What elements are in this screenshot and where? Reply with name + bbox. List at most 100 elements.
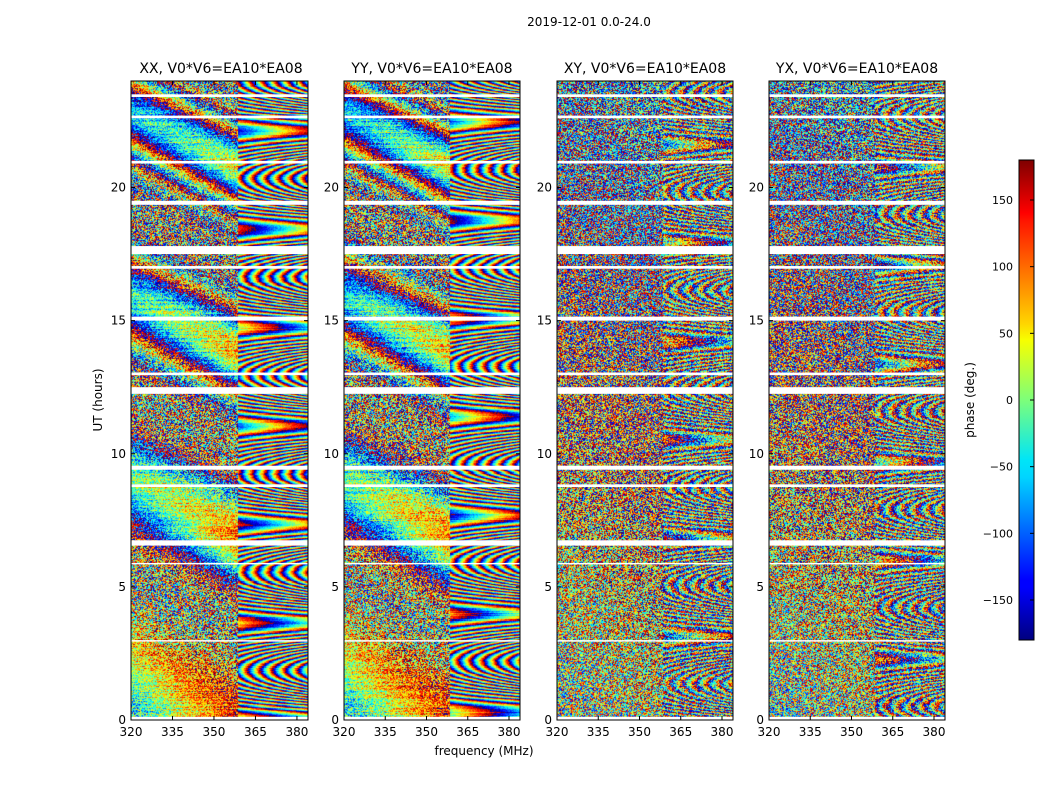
flag-gap bbox=[557, 562, 733, 565]
colorbar-tick-label: 0 bbox=[1006, 394, 1013, 407]
flag-gap bbox=[344, 115, 520, 119]
flag-gap bbox=[769, 484, 945, 488]
phase-heatmap-xx bbox=[131, 81, 308, 720]
y-ticks-yy: 0 5 10 15 20 bbox=[324, 181, 520, 727]
flag-gaps-xy bbox=[557, 94, 733, 720]
y-tick-label: 15 bbox=[749, 314, 764, 328]
x-ticks-xy: 320 335 350 365 380 bbox=[546, 81, 733, 739]
axes-frame-xx bbox=[130, 80, 309, 721]
flag-gap bbox=[769, 372, 945, 376]
y-tick-label: 5 bbox=[544, 580, 552, 594]
flag-gap bbox=[769, 640, 945, 642]
y-tick-label: 5 bbox=[118, 580, 126, 594]
x-tick-label: 320 bbox=[120, 725, 143, 739]
flag-gap bbox=[131, 387, 308, 394]
y-axis-label: UT (hours) bbox=[91, 368, 105, 431]
panel-yx: YX, V0*V6=EA10*EA08 320 335 350 365 380 0 5 10… bbox=[749, 61, 946, 739]
panel-title-yx: YX, V0*V6=EA10*EA08 bbox=[775, 61, 938, 77]
flag-gaps-yx bbox=[769, 94, 945, 720]
y-tick-label: 20 bbox=[324, 181, 339, 195]
panel-title-yy: YY, V0*V6=EA10*EA08 bbox=[350, 61, 512, 77]
x-tick-label: 350 bbox=[203, 725, 226, 739]
y-tick-label: 0 bbox=[756, 713, 764, 727]
x-tick-label: 320 bbox=[758, 725, 781, 739]
flag-gaps-yy bbox=[344, 94, 520, 720]
flag-gap bbox=[557, 246, 733, 255]
flag-gap bbox=[769, 716, 945, 720]
flag-gap bbox=[344, 484, 520, 488]
flag-gap bbox=[344, 372, 520, 376]
flag-gap bbox=[557, 716, 733, 720]
flag-gap bbox=[131, 465, 308, 470]
flag-gap bbox=[557, 640, 733, 642]
flag-gap bbox=[344, 94, 520, 97]
flag-gap bbox=[557, 266, 733, 269]
flag-gap bbox=[769, 200, 945, 205]
flag-gap bbox=[769, 465, 945, 470]
y-tick-label: 5 bbox=[756, 580, 764, 594]
colorbar-tick-label: −100 bbox=[983, 527, 1013, 540]
colorbar-tick-label: 100 bbox=[992, 261, 1013, 274]
panel-yy: YY, V0*V6=EA10*EA08 320 335 350 365 380 0 5 10… bbox=[324, 61, 521, 739]
y-tick-label: 0 bbox=[544, 713, 552, 727]
y-ticks-xx: 0 5 10 15 20 bbox=[111, 181, 308, 727]
y-tick-label: 15 bbox=[111, 314, 126, 328]
flag-gap bbox=[344, 266, 520, 269]
x-tick-label: 335 bbox=[374, 725, 397, 739]
x-tick-label: 365 bbox=[881, 725, 904, 739]
flag-gap bbox=[557, 540, 733, 546]
flag-gap bbox=[131, 246, 308, 255]
flag-gap bbox=[344, 200, 520, 205]
y-tick-label: 10 bbox=[749, 447, 764, 461]
flag-gap bbox=[344, 716, 520, 720]
x-ticks-xx: 320 335 350 365 380 bbox=[120, 81, 308, 739]
figure-suptitle: 2019-12-01 0.0-24.0 bbox=[527, 15, 651, 29]
flag-gap bbox=[769, 266, 945, 269]
flag-gap bbox=[769, 540, 945, 546]
axes-frame-yy bbox=[343, 80, 521, 721]
flag-gap bbox=[131, 316, 308, 321]
flag-gap bbox=[131, 94, 308, 97]
flag-gap bbox=[557, 115, 733, 119]
flag-gap bbox=[557, 387, 733, 394]
phase-heatmap-yx bbox=[769, 81, 945, 720]
flag-gap bbox=[769, 316, 945, 321]
flag-gap bbox=[344, 387, 520, 394]
phase-heatmap-yy bbox=[344, 81, 520, 720]
flag-gap bbox=[769, 160, 945, 164]
axes-frame-yx bbox=[768, 80, 946, 721]
colorbar-tick-label: −150 bbox=[983, 594, 1013, 607]
panel-xy: XY, V0*V6=EA10*EA08 320 335 350 365 380 0 5 10… bbox=[537, 61, 734, 739]
flag-gap bbox=[131, 200, 308, 205]
y-tick-label: 0 bbox=[331, 713, 339, 727]
y-tick-label: 20 bbox=[111, 181, 126, 195]
colorbar-label: phase (deg.) bbox=[963, 362, 977, 438]
flag-gap bbox=[131, 115, 308, 119]
x-tick-label: 335 bbox=[161, 725, 184, 739]
flag-gap bbox=[131, 562, 308, 565]
colorbar-tick-label: −50 bbox=[990, 461, 1013, 474]
flag-gap bbox=[131, 372, 308, 376]
y-ticks-yx: 0 5 10 15 20 bbox=[749, 181, 945, 727]
colorbar: 150 100 50 0 −50 −100 −150 phase (deg.) bbox=[963, 159, 1035, 641]
x-tick-label: 320 bbox=[333, 725, 356, 739]
flag-gap bbox=[769, 246, 945, 255]
flag-gap bbox=[557, 484, 733, 488]
x-tick-label: 320 bbox=[546, 725, 569, 739]
flag-gap bbox=[557, 465, 733, 470]
flag-gap bbox=[131, 640, 308, 642]
y-ticks-xy: 0 5 10 15 20 bbox=[537, 181, 733, 727]
flag-gap bbox=[344, 160, 520, 164]
flag-gap bbox=[344, 540, 520, 546]
y-tick-label: 10 bbox=[537, 447, 552, 461]
colorbar-fill bbox=[1019, 160, 1034, 640]
flag-gap bbox=[769, 562, 945, 565]
y-tick-label: 10 bbox=[324, 447, 339, 461]
phase-heatmap-xy bbox=[557, 81, 733, 720]
x-ticks-yy: 320 335 350 365 380 bbox=[333, 81, 520, 739]
flag-gap bbox=[131, 266, 308, 269]
x-axis-label: frequency (MHz) bbox=[434, 744, 533, 758]
x-tick-label: 335 bbox=[799, 725, 822, 739]
flag-gap bbox=[769, 115, 945, 119]
panel-title-xx: XX, V0*V6=EA10*EA08 bbox=[139, 61, 302, 77]
